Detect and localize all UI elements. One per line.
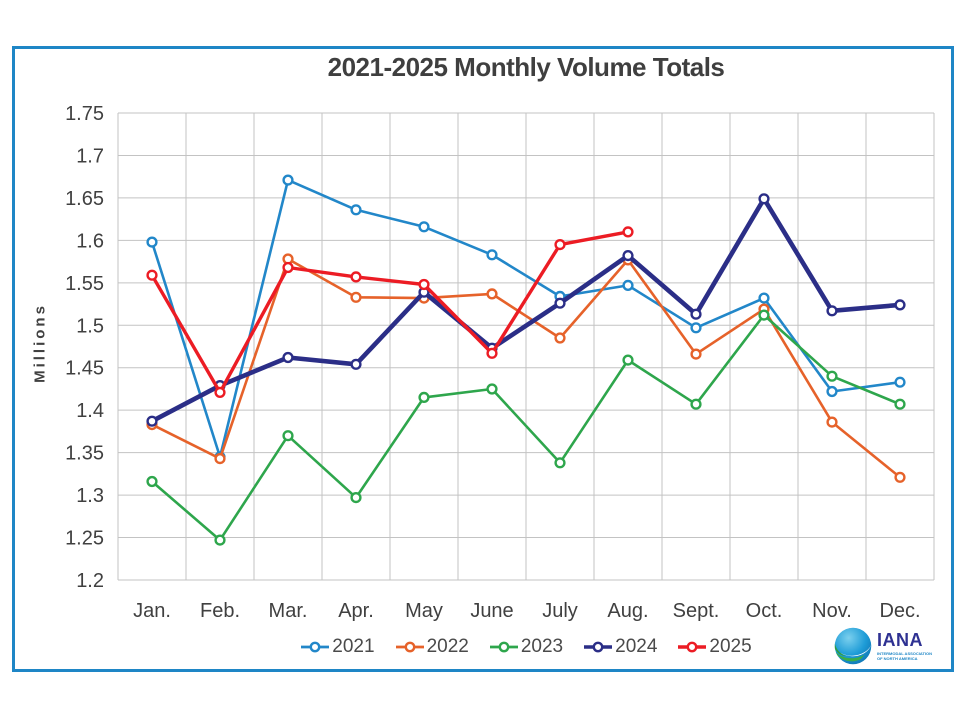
y-tick-label: 1.3 [76,485,104,507]
data-point-2023-Oct [758,309,770,321]
x-tick-label: June [470,600,513,622]
chart-legend: 2021 2022 2023 2024 2025 [118,636,934,658]
x-tick-label: July [542,600,578,622]
data-point-2025-Aug [622,226,634,238]
data-point-2025-Jan [146,269,158,281]
legend-label: 2021 [332,636,375,657]
data-point-2025-Feb [214,386,226,399]
x-tick-label: Aug. [607,600,648,622]
y-tick-label: 1.35 [65,443,104,465]
x-tick-label: Oct. [746,600,783,622]
data-point-2021-Aug [622,279,634,292]
iana-subtext: INTERMODAL ASSOCIATION OF NORTH AMERICA [877,650,933,661]
legend-marker-icon [678,641,707,653]
legend-item-2025: 2025 [677,636,752,658]
data-point-2022-Apr [350,291,362,303]
data-point-2021-Dec [894,376,906,388]
y-tick-label: 1.2 [76,570,104,592]
data-point-2021-Apr [350,204,362,216]
data-point-2023-July [554,457,566,469]
data-point-2023-Dec [894,398,906,410]
y-tick-label: 1.45 [65,358,104,380]
y-tick-label: 1.6 [76,230,104,252]
legend-marker-icon [395,641,424,653]
data-point-2021-May [418,221,430,233]
data-point-2023-Feb [214,534,226,546]
data-point-2023-Nov [826,370,838,382]
globe-icon [834,627,872,665]
series-line-2024 [149,196,903,424]
data-point-2021-June [486,249,498,261]
legend-label: 2025 [709,636,752,657]
data-point-2023-May [418,391,430,404]
data-point-2021-Oct [758,292,770,304]
series-line-2021 [150,178,902,459]
data-point-2024-July [554,297,566,309]
data-point-2024-Dec [894,299,906,311]
data-point-2024-Sept [690,308,702,320]
data-point-2025-July [554,239,566,251]
x-tick-label: Nov. [812,600,852,622]
y-tick-label: 1.75 [65,103,104,125]
iana-logo: IANA INTERMODAL ASSOCIATION OF NORTH AME… [834,627,933,665]
data-point-2024-Apr [350,358,362,370]
legend-label: 2024 [615,636,658,657]
data-point-2024-Nov [826,305,838,317]
data-point-2024-Jan [146,415,158,427]
legend-marker-icon [489,641,518,653]
data-point-2021-Mar [282,174,294,186]
data-point-2025-Apr [350,271,362,283]
iana-wordmark: IANA [877,629,923,650]
y-tick-label: 1.5 [76,315,104,337]
legend-item-2023: 2023 [489,636,563,658]
x-tick-label: Sept. [673,600,720,622]
legend-label: 2022 [426,636,469,657]
data-point-2024-Aug [622,250,634,262]
data-point-2024-Mar [282,351,294,364]
legend-marker-icon [301,641,330,653]
y-tick-label: 1.55 [65,273,104,295]
x-tick-label: Feb. [200,600,240,622]
x-tick-label: May [405,600,443,622]
series-line-2022 [150,257,902,479]
series-line-2023 [150,313,902,542]
legend-item-2022: 2022 [395,636,469,658]
data-point-2022-Nov [826,416,838,428]
x-tick-label: Mar. [269,600,308,622]
legend-marker-icon [584,641,613,653]
data-point-2023-Aug [622,354,634,366]
data-point-2025-Mar [282,261,294,274]
data-point-2022-June [486,288,498,300]
y-tick-label: 1.7 [76,145,104,167]
y-tick-label: 1.65 [65,188,104,210]
data-point-2023-Apr [350,492,362,504]
y-tick-label: 1.25 [65,528,104,550]
chart-frame [12,46,954,672]
series-line-2025 [150,230,630,395]
data-point-2022-Feb [214,453,226,465]
data-point-2023-Jan [146,475,158,488]
data-point-2022-Sept [690,348,702,360]
data-point-2023-Mar [282,430,294,442]
x-tick-label: Dec. [879,600,920,622]
chart-title: 2021-2025 Monthly Volume Totals [327,52,725,82]
data-point-2025-May [418,278,430,291]
legend-item-2021: 2021 [300,636,375,658]
legend-label: 2023 [520,636,564,657]
data-point-2023-June [486,383,498,395]
x-tick-label: Jan. [133,600,171,622]
data-point-2024-Oct [758,193,770,205]
data-point-2022-Dec [894,471,906,483]
y-tick-label: 1.4 [76,400,104,422]
data-point-2023-Sept [690,398,702,410]
x-tick-label: Apr. [338,600,374,622]
data-point-2025-June [486,347,498,359]
legend-item-2024: 2024 [583,636,657,658]
data-point-2021-Nov [826,385,838,398]
data-point-2021-Jan [146,236,158,248]
data-point-2021-Sept [690,322,702,334]
data-point-2022-July [554,332,566,344]
